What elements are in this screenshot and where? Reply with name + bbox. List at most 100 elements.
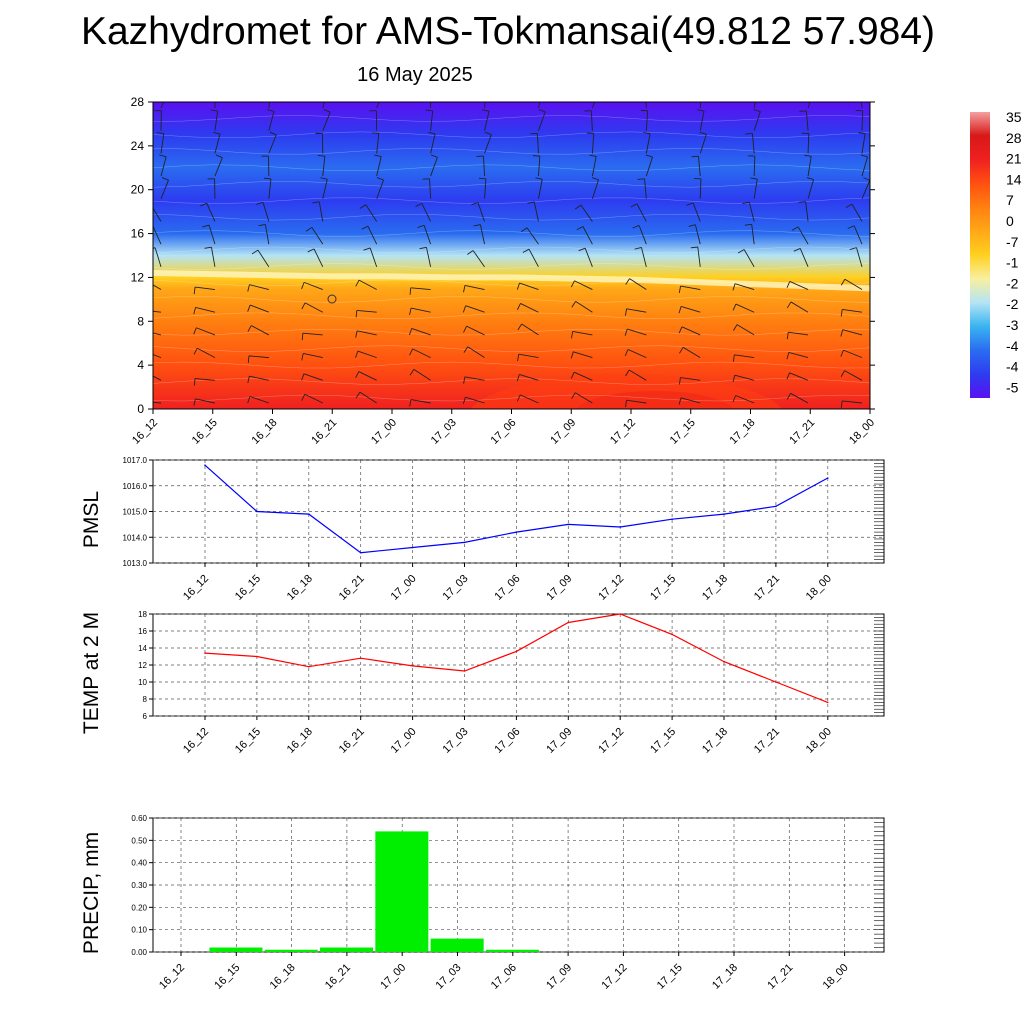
wind-barb-shaft	[628, 369, 647, 381]
wind-barb-flag	[522, 248, 530, 253]
wind-barb-shaft	[645, 133, 651, 154]
wind-barb-shaft	[464, 376, 485, 381]
wind-barb-shaft	[196, 327, 216, 336]
wind-barb-shaft	[208, 224, 216, 245]
wind-barb-shaft	[268, 102, 271, 109]
wind-barb-shaft	[160, 102, 165, 109]
wind-barb-flag	[269, 131, 277, 136]
wind-barb-shaft	[160, 180, 169, 199]
wind-barb-shaft	[211, 247, 216, 267]
wind-barb-shaft	[680, 285, 701, 290]
wind-barb-shaft	[483, 156, 485, 177]
wind-barb-flag	[517, 323, 523, 331]
y-tick-label: 4	[137, 358, 144, 372]
wind-barb-shaft	[698, 156, 701, 177]
y-tick-label: 14	[138, 644, 147, 653]
x-tick-label: 16_12	[157, 962, 187, 992]
wind-barb-flag	[516, 394, 521, 402]
contour-line	[153, 246, 870, 254]
wind-barb-flag	[301, 333, 304, 341]
x-tick-label: 17_00	[389, 573, 419, 603]
wind-barb-flag	[193, 378, 196, 386]
wind-barb-flag	[247, 376, 250, 384]
wind-barb-shaft	[842, 309, 863, 313]
contour-line	[153, 296, 870, 303]
y-tick-label: 12	[131, 270, 145, 284]
x-tick-label: 16_15	[233, 726, 263, 756]
wind-barb-shaft	[536, 133, 539, 154]
wind-barb-shaft	[591, 133, 595, 154]
wind-barb-shaft	[304, 393, 323, 404]
x-tick-label: 16_12	[181, 726, 211, 756]
y-tick-label: 0.60	[131, 814, 147, 823]
wind-barb-shaft	[311, 227, 324, 245]
wind-barb-flag	[484, 131, 492, 136]
wind-barb-flag	[786, 332, 789, 340]
x-tick-label: 17_12	[596, 573, 626, 603]
wind-barb-shaft	[194, 378, 215, 381]
wind-barb-shaft	[575, 392, 593, 404]
wind-barb-flag	[321, 87, 328, 89]
wind-barb-shaft	[412, 348, 431, 359]
wind-barb-flag	[753, 109, 761, 113]
wind-barb-flag	[804, 154, 812, 157]
wind-barb-flag	[425, 109, 433, 112]
wind-barb-flag	[247, 355, 250, 363]
wind-barb-flag	[200, 202, 207, 207]
wind-barb-shaft	[268, 134, 277, 154]
wind-barb-flag	[247, 284, 250, 292]
wind-barb-shaft	[358, 371, 377, 381]
wind-barb-flag	[847, 225, 855, 229]
x-tick-label: 17_21	[787, 417, 817, 447]
wind-barb-shaft	[153, 401, 162, 404]
wind-barb-shaft	[153, 375, 162, 381]
x-tick-label: 17_15	[668, 417, 698, 447]
wind-barb-shaft	[645, 110, 649, 131]
contour-line	[153, 329, 870, 336]
wind-barb-shaft	[842, 400, 863, 404]
y-tick-label: 16	[138, 627, 147, 636]
wind-barb-flag	[301, 302, 306, 310]
wind-barb-flag	[624, 308, 628, 316]
y-axis-title: PMSL	[80, 491, 103, 548]
wind-barb-flag	[536, 87, 543, 89]
wind-barb-shaft	[789, 372, 809, 381]
x-tick-label: 17_21	[752, 573, 782, 603]
wind-barb-flag	[624, 349, 629, 357]
data-point	[411, 665, 414, 667]
wind-barb-shaft	[303, 373, 323, 381]
wind-barb-flag	[625, 400, 627, 408]
wind-barb-shaft	[573, 371, 593, 381]
wind-barb-flag	[159, 154, 167, 158]
wind-barb-shaft	[843, 349, 863, 359]
wind-barbs	[153, 87, 870, 408]
wind-barb-shaft	[753, 156, 756, 177]
wind-barb-flag	[786, 393, 791, 400]
wind-barb-flag	[263, 177, 271, 180]
temp-panel: 6 8 10 12 14 16 18 16_12 16_15 16_18 16_21 17_00 17_…	[80, 610, 885, 756]
wind-barb-shaft	[582, 226, 593, 245]
y-tick-label: 20	[131, 183, 145, 197]
wind-barb-flag	[153, 247, 156, 249]
data-point	[308, 513, 310, 515]
wind-barb-shaft	[790, 301, 809, 313]
wind-barb-shaft	[681, 326, 701, 336]
x-tick-label: 16_21	[337, 573, 367, 603]
wind-barb-flag	[307, 248, 315, 253]
wind-barb-flag	[840, 370, 845, 377]
wind-barb-shaft	[430, 133, 436, 154]
data-point	[671, 518, 673, 521]
wind-barb-shaft	[627, 328, 647, 336]
wind-barb-shaft	[861, 110, 864, 131]
wind-barb-flag	[516, 374, 520, 382]
wind-barb-flag	[163, 87, 169, 90]
precip-bar	[375, 831, 429, 952]
wind-barb-shaft	[861, 156, 868, 177]
wind-barb-shaft	[861, 180, 870, 199]
wind-barb-flag	[462, 397, 466, 404]
wind-barb-flag	[571, 301, 576, 308]
wind-barb-shaft	[426, 247, 432, 267]
wind-barb-shaft	[429, 178, 432, 199]
contour-line	[153, 279, 870, 287]
wind-barb-shaft	[574, 280, 593, 290]
